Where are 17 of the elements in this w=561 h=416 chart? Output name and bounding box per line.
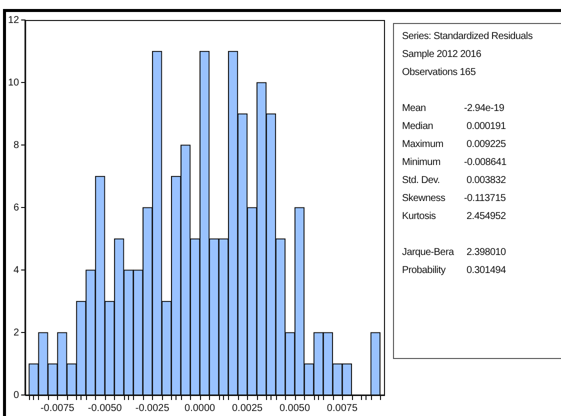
- x-tick-label: -0.0050: [88, 402, 122, 414]
- y-tick-label: 10: [8, 77, 20, 88]
- x-tick-label: 0.0075: [326, 402, 358, 414]
- x-tick-label: -0.0025: [135, 402, 170, 414]
- x-tick-label: 0.0000: [184, 402, 216, 414]
- y-tick-label: 6: [14, 202, 20, 214]
- text: Mean -2.94e-19 Median 0.000191 Maximum 0.009225 Minimum -0.008641 Std. Dev. 0.003832 Skewness -0.113715 Kurtosis 2.454952: [402, 103, 506, 222]
- y-tick-label: 8: [14, 140, 20, 151]
- text: Series: Standardized Residuals Sample 2012 2016 Observations 165: [402, 30, 534, 80]
- y-tick-label: 12: [8, 14, 20, 26]
- x-tick-label: 0.0050: [279, 402, 310, 414]
- x-tick-label: -0.0075: [40, 402, 75, 414]
- y-tick-label: 4: [14, 264, 20, 276]
- y-tick-label: 0: [14, 390, 20, 401]
- y-tick-label: 2: [14, 327, 20, 338]
- text: Jarque-Bera 2.398010 Probability 0.301494: [402, 247, 506, 276]
- x-tick-label: 0.0025: [232, 402, 264, 414]
